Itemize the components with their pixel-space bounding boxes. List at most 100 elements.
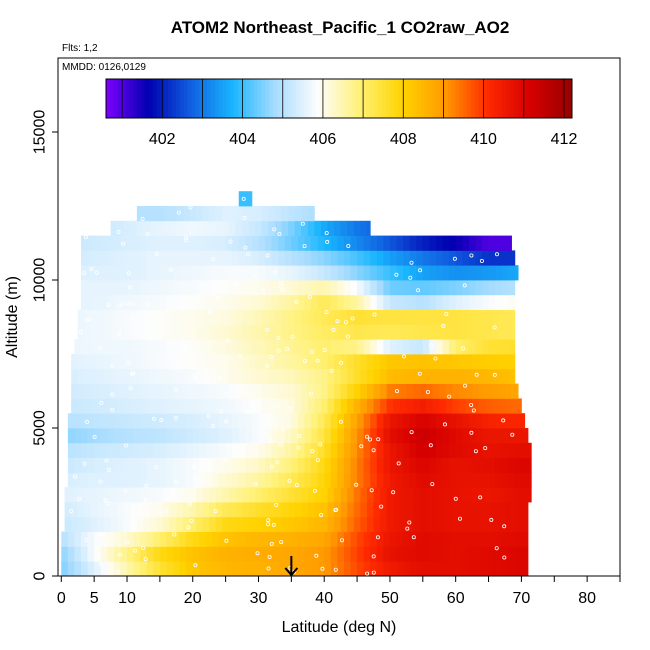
heatmap-cell <box>94 546 102 562</box>
heatmap-cell <box>412 487 420 503</box>
heatmap-cell <box>225 294 233 310</box>
heatmap-cell <box>192 235 200 251</box>
heatmap-cell <box>472 487 480 503</box>
heatmap-cell <box>245 235 253 251</box>
heatmap-cell <box>225 472 233 488</box>
sample-point <box>453 496 458 501</box>
heatmap-cell <box>383 457 391 473</box>
heatmap-cell <box>271 294 279 310</box>
heatmap-cell <box>511 354 516 370</box>
heatmap-cell <box>268 324 276 340</box>
heatmap-cell <box>120 265 128 281</box>
heatmap-cell <box>146 280 154 296</box>
heatmap-cell <box>265 546 273 562</box>
heatmap-cell <box>77 354 85 370</box>
heatmap-cell <box>291 531 299 547</box>
heatmap-cell <box>363 235 371 251</box>
heatmap-cell <box>87 472 95 488</box>
heatmap-cell <box>337 265 345 281</box>
heatmap-cell <box>416 561 424 577</box>
heatmap-cell <box>100 442 108 458</box>
heatmap-cell <box>330 428 338 444</box>
heatmap-cell <box>389 413 397 429</box>
sample-point <box>474 372 479 377</box>
heatmap-cell <box>363 413 371 429</box>
heatmap-cell <box>311 531 319 547</box>
heatmap-cell <box>202 398 210 414</box>
sample-point <box>145 302 150 307</box>
heatmap-cell <box>353 502 361 518</box>
heatmap-cell <box>324 561 332 577</box>
colorbar-segment <box>203 79 208 118</box>
y-tick-label: 10000 <box>32 258 49 303</box>
heatmap-cell <box>376 280 384 296</box>
heatmap-cell <box>192 294 200 310</box>
heatmap-cell <box>304 472 312 488</box>
heatmap-cell <box>94 457 102 473</box>
heatmap-cell <box>182 398 190 414</box>
sample-point <box>154 252 159 257</box>
heatmap-cell <box>330 413 338 429</box>
heatmap-cell <box>87 442 95 458</box>
heatmap-cell <box>123 324 131 340</box>
heatmap-cell <box>504 398 512 414</box>
heatmap-cell <box>370 546 378 562</box>
heatmap-cell <box>288 368 296 384</box>
heatmap-cell <box>232 457 240 473</box>
heatmap-cell <box>182 487 190 503</box>
heatmap-cell <box>166 413 174 429</box>
heatmap-cell <box>383 280 391 296</box>
heatmap-cell <box>130 220 138 236</box>
heatmap-cell <box>212 546 220 562</box>
heatmap-cell <box>255 309 263 325</box>
heatmap-cell <box>274 383 282 399</box>
heatmap-cell <box>284 250 292 266</box>
sample-point <box>272 227 277 232</box>
heatmap-cell <box>291 428 299 444</box>
heatmap-cell <box>150 502 157 518</box>
heatmap-cell <box>228 206 236 222</box>
heatmap-cell <box>396 250 404 266</box>
heatmap-cell <box>81 531 88 547</box>
heatmap-cell <box>297 265 305 281</box>
heatmap-cell <box>396 472 404 488</box>
heatmap-cell <box>360 487 368 503</box>
heatmap-cell <box>514 428 522 444</box>
heatmap-cell <box>84 383 92 399</box>
heatmap-cell <box>396 457 404 473</box>
sample-point <box>173 387 178 392</box>
heatmap-cell <box>182 502 190 518</box>
heatmap-cell <box>389 265 397 281</box>
heatmap-cell <box>462 561 470 577</box>
heatmap-cell <box>113 280 121 296</box>
heatmap-cell <box>84 324 92 340</box>
heatmap-cell <box>360 502 368 518</box>
heatmap-cell <box>291 235 299 251</box>
heatmap-cell <box>212 428 220 444</box>
sample-point <box>278 442 283 447</box>
heatmap-cell <box>297 294 305 310</box>
heatmap-cell <box>271 428 279 444</box>
heatmap-cell <box>84 354 92 370</box>
heatmap-cell <box>156 220 164 236</box>
heatmap-cell <box>81 442 88 458</box>
sample-point <box>117 304 122 309</box>
heatmap-cell <box>284 531 292 547</box>
heatmap-cell <box>288 324 296 340</box>
heatmap-cell <box>422 265 430 281</box>
heatmap-cell <box>120 546 128 562</box>
heatmap-cell <box>481 531 489 547</box>
heatmap-cell <box>317 472 325 488</box>
heatmap-cell <box>117 368 125 384</box>
heatmap-cell <box>281 309 289 325</box>
colorbar-segment <box>471 79 476 118</box>
heatmap-cell <box>202 383 210 399</box>
heatmap-cell <box>284 265 292 281</box>
heatmap-cell <box>383 250 391 266</box>
sample-point <box>128 285 133 290</box>
heatmap-cell <box>389 235 397 251</box>
heatmap-cell <box>495 531 503 547</box>
heatmap-cell <box>163 354 171 370</box>
heatmap-cell <box>71 383 79 399</box>
heatmap-cell <box>94 442 102 458</box>
